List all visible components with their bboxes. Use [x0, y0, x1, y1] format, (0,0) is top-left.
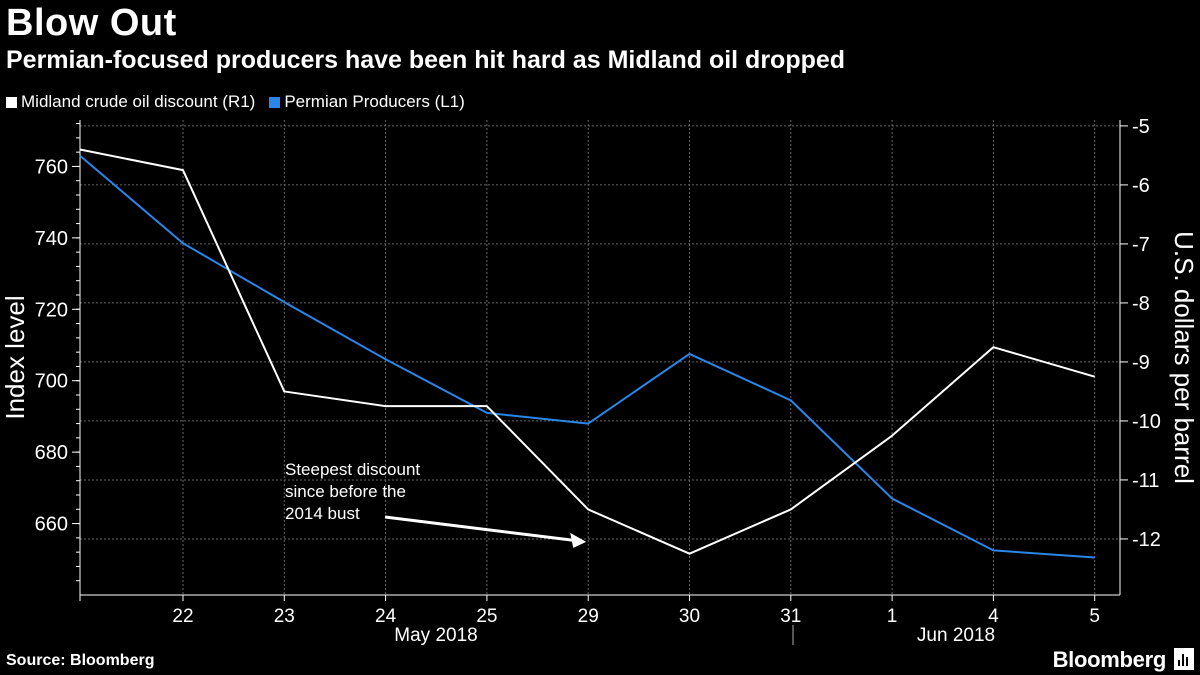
- legend: Midland crude oil discount (R1) Permian …: [6, 92, 479, 112]
- left-tick-label: 720: [35, 299, 68, 321]
- right-tick-label: -6: [1132, 175, 1150, 197]
- source-note: Source: Bloomberg: [6, 652, 155, 669]
- x-tick-label: 29: [578, 606, 599, 627]
- right-tick-label: -11: [1132, 470, 1159, 492]
- right-tick-label: -10: [1132, 411, 1161, 433]
- right-tick-label: -7: [1132, 234, 1150, 256]
- annotation-arrow-head: [570, 532, 587, 548]
- bloomberg-logo: Bloomberg: [1052, 647, 1167, 672]
- x-tick-label: 22: [172, 606, 193, 627]
- left-tick-label: 760: [35, 156, 68, 178]
- chart-title: Blow Out: [6, 2, 177, 44]
- annotation-text: 2014 bust: [285, 504, 360, 523]
- series-line-midland-discount: [79, 148, 1095, 555]
- x-tick-label: 5: [1089, 606, 1100, 627]
- left-tick-label: 680: [35, 442, 68, 464]
- x-tick-label: 23: [274, 606, 295, 627]
- x-group-label-may: May 2018: [394, 625, 477, 646]
- x-tick-label: 25: [476, 606, 497, 627]
- right-tick-label: -5: [1132, 116, 1150, 138]
- left-axis-title: Index level: [0, 295, 30, 419]
- series-line-permian-producers: [79, 154, 1095, 559]
- x-tick-label: 30: [679, 606, 700, 627]
- legend-swatch-midland: [6, 96, 17, 108]
- bloomberg-terminal-icon: [1174, 648, 1194, 670]
- right-tick-label: -8: [1132, 293, 1150, 315]
- annotation-arrow-line: [384, 515, 579, 543]
- left-tick-label: 740: [35, 228, 68, 250]
- legend-item-midland: Midland crude oil discount (R1): [6, 92, 255, 112]
- right-axis-title: U.S. dollars per barrel: [1169, 231, 1199, 484]
- x-group-label-jun: Jun 2018: [917, 625, 995, 646]
- chart-subtitle: Permian-focused producers have been hit …: [6, 46, 846, 74]
- x-tick-label: 31: [780, 606, 801, 627]
- left-tick-label: 700: [35, 371, 68, 393]
- annotation-text: Steepest discount: [285, 460, 420, 479]
- annotation-text: since before the: [285, 482, 406, 501]
- legend-label-permian: Permian Producers (L1): [284, 92, 465, 111]
- right-tick-label: -9: [1132, 352, 1150, 374]
- right-tick-label: -12: [1132, 529, 1161, 551]
- legend-swatch-permian: [269, 96, 281, 108]
- x-tick-label: 1: [887, 606, 898, 627]
- x-tick-label: 4: [988, 606, 999, 627]
- legend-item-permian: Permian Producers (L1): [269, 92, 465, 112]
- left-tick-label: 660: [35, 514, 68, 536]
- legend-label-midland: Midland crude oil discount (R1): [21, 92, 256, 111]
- x-tick-label: 24: [375, 606, 397, 627]
